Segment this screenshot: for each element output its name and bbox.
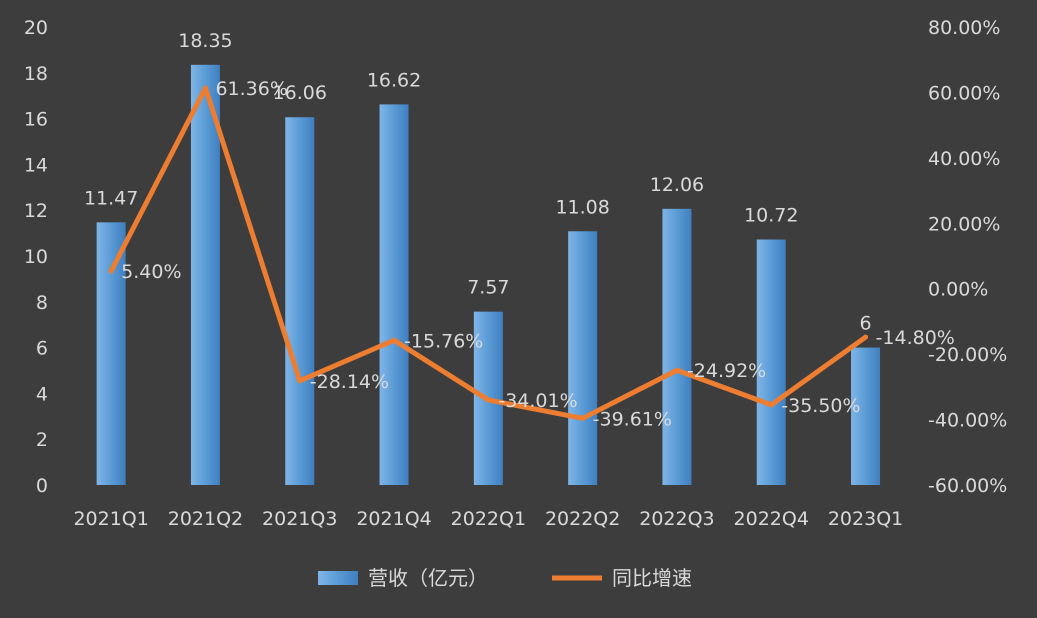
x-tick-label: 2022Q2 <box>545 508 620 530</box>
line-point <box>391 337 397 343</box>
bar <box>190 64 220 485</box>
line-point <box>768 402 774 408</box>
legend-bar-swatch <box>318 571 358 585</box>
y-right-tick-labels: -60.00% -40.00% -20.00% 0.00% 20.00% 40.00% 60… <box>928 17 1007 497</box>
bar <box>285 117 315 485</box>
bar <box>379 104 409 485</box>
y-left-tick-label: 20 <box>24 17 48 39</box>
y-right-tick-label: 40.00% <box>928 148 1000 170</box>
bar-data-label: 10.72 <box>744 205 798 227</box>
line-point <box>863 334 869 340</box>
bar-data-labels: 11.47 18.35 16.06 16.62 7.57 11.08 12.06 10.72 6 <box>84 30 872 335</box>
line-point <box>485 397 491 403</box>
bar-data-label: 11.47 <box>84 187 138 209</box>
y-left-tick-label: 12 <box>24 200 48 222</box>
line-data-label: -15.76% <box>404 330 483 352</box>
line-data-label: 61.36% <box>215 78 287 100</box>
legend: 营收（亿元） 同比增速 <box>318 566 692 590</box>
line-data-label: -14.80% <box>876 327 955 349</box>
y-left-tick-label: 10 <box>24 246 48 268</box>
bar <box>662 208 692 486</box>
bar-data-label: 16.06 <box>273 82 327 104</box>
y-right-tick-label: 60.00% <box>928 82 1000 104</box>
line-data-label: -28.14% <box>310 371 389 393</box>
y-left-tick-label: 8 <box>36 292 48 314</box>
bar <box>851 347 881 485</box>
y-left-tick-label: 14 <box>24 154 48 176</box>
line-data-label: 5.40% <box>121 261 181 283</box>
bar-data-label: 11.08 <box>555 196 609 218</box>
bar <box>756 239 786 485</box>
line-data-label: -35.50% <box>781 395 860 417</box>
line-point <box>674 367 680 373</box>
line-point <box>297 378 303 384</box>
y-right-tick-label: -40.00% <box>928 410 1007 432</box>
x-tick-label: 2021Q3 <box>262 508 337 530</box>
x-tick-label: 2021Q4 <box>356 508 431 530</box>
y-right-tick-label: 0.00% <box>928 279 988 301</box>
y-right-tick-label: 20.00% <box>928 213 1000 235</box>
line-data-labels: 5.40% 61.36% -28.14% -15.76% -34.01% -39.61% -… <box>121 78 955 430</box>
bar-data-label: 16.62 <box>367 69 421 91</box>
x-tick-label: 2021Q1 <box>73 508 148 530</box>
line-point <box>202 85 208 91</box>
line-series <box>108 85 869 421</box>
line-data-label: -39.61% <box>593 408 672 430</box>
y-left-tick-label: 4 <box>36 383 48 405</box>
line-data-label: -24.92% <box>687 360 766 382</box>
y-right-tick-label: -20.00% <box>928 344 1007 366</box>
y-left-tick-label: 2 <box>36 429 48 451</box>
bar-data-label: 7.57 <box>467 277 509 299</box>
bar-data-label: 18.35 <box>178 30 232 52</box>
bar-series <box>96 64 881 486</box>
x-tick-label: 2022Q4 <box>734 508 809 530</box>
x-tick-label: 2023Q1 <box>828 508 903 530</box>
x-tick-label: 2022Q1 <box>451 508 526 530</box>
y-left-tick-labels: 0 2 4 6 8 10 12 14 16 18 20 <box>24 17 48 497</box>
y-right-tick-label: 80.00% <box>928 17 1000 39</box>
y-left-tick-label: 18 <box>24 63 48 85</box>
line-point <box>108 268 114 274</box>
legend-bar-label: 营收（亿元） <box>368 566 488 590</box>
y-left-tick-label: 0 <box>36 475 48 497</box>
bar <box>568 231 598 485</box>
y-left-tick-label: 16 <box>24 109 48 131</box>
bar-data-label: 6 <box>860 313 872 335</box>
y-right-tick-label: -60.00% <box>928 475 1007 497</box>
y-left-tick-label: 6 <box>36 338 48 360</box>
x-tick-label: 2021Q2 <box>168 508 243 530</box>
bar-data-label: 12.06 <box>650 174 704 196</box>
x-tick-label: 2022Q3 <box>639 508 714 530</box>
legend-line-label: 同比增速 <box>612 566 692 590</box>
x-tick-labels: 2021Q1 2021Q2 2021Q3 2021Q4 2022Q1 2022Q2 2022… <box>73 508 903 530</box>
line-point <box>580 415 586 421</box>
line-data-label: -34.01% <box>498 390 577 412</box>
